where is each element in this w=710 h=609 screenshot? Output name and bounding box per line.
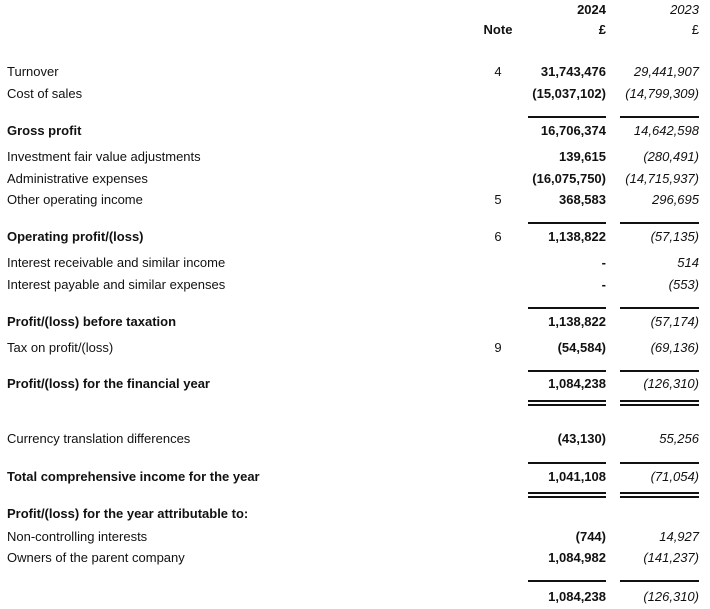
row-value-2023: 14,927 [659, 529, 699, 544]
row-value-2024: (54,584) [557, 340, 606, 355]
row-value-2024: (744) [575, 529, 606, 544]
row-value-2023: (126,310) [643, 589, 699, 604]
note-column-header: Note [483, 22, 513, 37]
row-value-2024: 368,583 [559, 192, 606, 207]
subtotal-rule [528, 222, 606, 224]
row-value-2023: (553) [668, 277, 699, 292]
row-value-2024: (15,037,102) [532, 86, 606, 101]
row-value-2024: 1,084,238 [548, 589, 606, 604]
row-value-2023: (57,135) [650, 229, 699, 244]
row-value-2024: - [601, 255, 606, 270]
row-label: Profit/(loss) for the year attributable … [7, 506, 249, 521]
subtotal-rule [528, 307, 606, 309]
year-prior-header: 2023 [670, 2, 699, 17]
row-value-2024: 1,138,822 [548, 314, 606, 329]
row-value-2023: (14,715,937) [625, 171, 699, 186]
row-value-2023: (71,054) [650, 469, 699, 484]
currency-prior-header: £ [691, 22, 699, 37]
row-label: Turnover [7, 64, 59, 79]
subtotal-rule [528, 580, 606, 582]
row-label: Other operating income [7, 192, 143, 207]
subtotal-rule [620, 370, 699, 372]
subtotal-rule [620, 462, 699, 464]
row-value-2024: 31,743,476 [540, 64, 606, 79]
row-label: Operating profit/(loss) [7, 229, 144, 244]
subtotal-rule [620, 116, 699, 118]
row-value-2023: (141,237) [643, 550, 699, 565]
row-label: Profit/(loss) before taxation [7, 314, 177, 329]
row-value-2024: (16,075,750) [532, 171, 606, 186]
row-label: Non-controlling interests [7, 529, 148, 544]
row-value-2023: 514 [677, 255, 699, 270]
row-value-2023: (280,491) [643, 149, 699, 164]
row-value-2023: 14,642,598 [633, 123, 699, 138]
row-value-2024: 1,138,822 [548, 229, 606, 244]
row-label: Interest receivable and similar income [7, 255, 226, 270]
row-value-2024: 1,084,982 [548, 550, 606, 565]
row-value-2024: 16,706,374 [540, 123, 606, 138]
row-label: Tax on profit/(loss) [7, 340, 114, 355]
total-double-rule [528, 492, 606, 498]
row-label: Profit/(loss) for the financial year [7, 376, 210, 391]
row-value-2023: (126,310) [643, 376, 699, 391]
row-value-2023: 55,256 [659, 431, 699, 446]
total-double-rule [528, 400, 606, 406]
row-label: Owners of the parent company [7, 550, 185, 565]
row-value-2024: 139,615 [559, 149, 606, 164]
row-value-2024: 1,084,238 [548, 376, 606, 391]
subtotal-rule [528, 116, 606, 118]
row-value-2024: 1,041,108 [548, 469, 606, 484]
row-value-2023: 29,441,907 [633, 64, 699, 79]
subtotal-rule [620, 580, 699, 582]
total-double-rule [620, 492, 699, 498]
row-label: Total comprehensive income for the year [7, 469, 260, 484]
subtotal-rule [528, 370, 606, 372]
row-label: Currency translation differences [7, 431, 191, 446]
row-label: Administrative expenses [7, 171, 148, 186]
row-note: 4 [494, 64, 502, 79]
row-label: Interest payable and similar expenses [7, 277, 226, 292]
row-value-2023: (69,136) [650, 340, 699, 355]
row-value-2023: (14,799,309) [625, 86, 699, 101]
row-label: Cost of sales [7, 86, 83, 101]
subtotal-rule [528, 462, 606, 464]
row-value-2023: 296,695 [652, 192, 699, 207]
subtotal-rule [620, 307, 699, 309]
subtotal-rule [620, 222, 699, 224]
year-current-header: 2024 [577, 2, 606, 17]
row-value-2024: (43,130) [557, 431, 606, 446]
row-value-2023: (57,174) [650, 314, 699, 329]
row-label: Investment fair value adjustments [7, 149, 201, 164]
row-note: 9 [494, 340, 502, 355]
row-note: 5 [494, 192, 502, 207]
row-value-2024: - [601, 277, 606, 292]
row-note: 6 [494, 229, 502, 244]
row-label: Gross profit [7, 123, 82, 138]
currency-current-header: £ [598, 22, 606, 37]
total-double-rule [620, 400, 699, 406]
